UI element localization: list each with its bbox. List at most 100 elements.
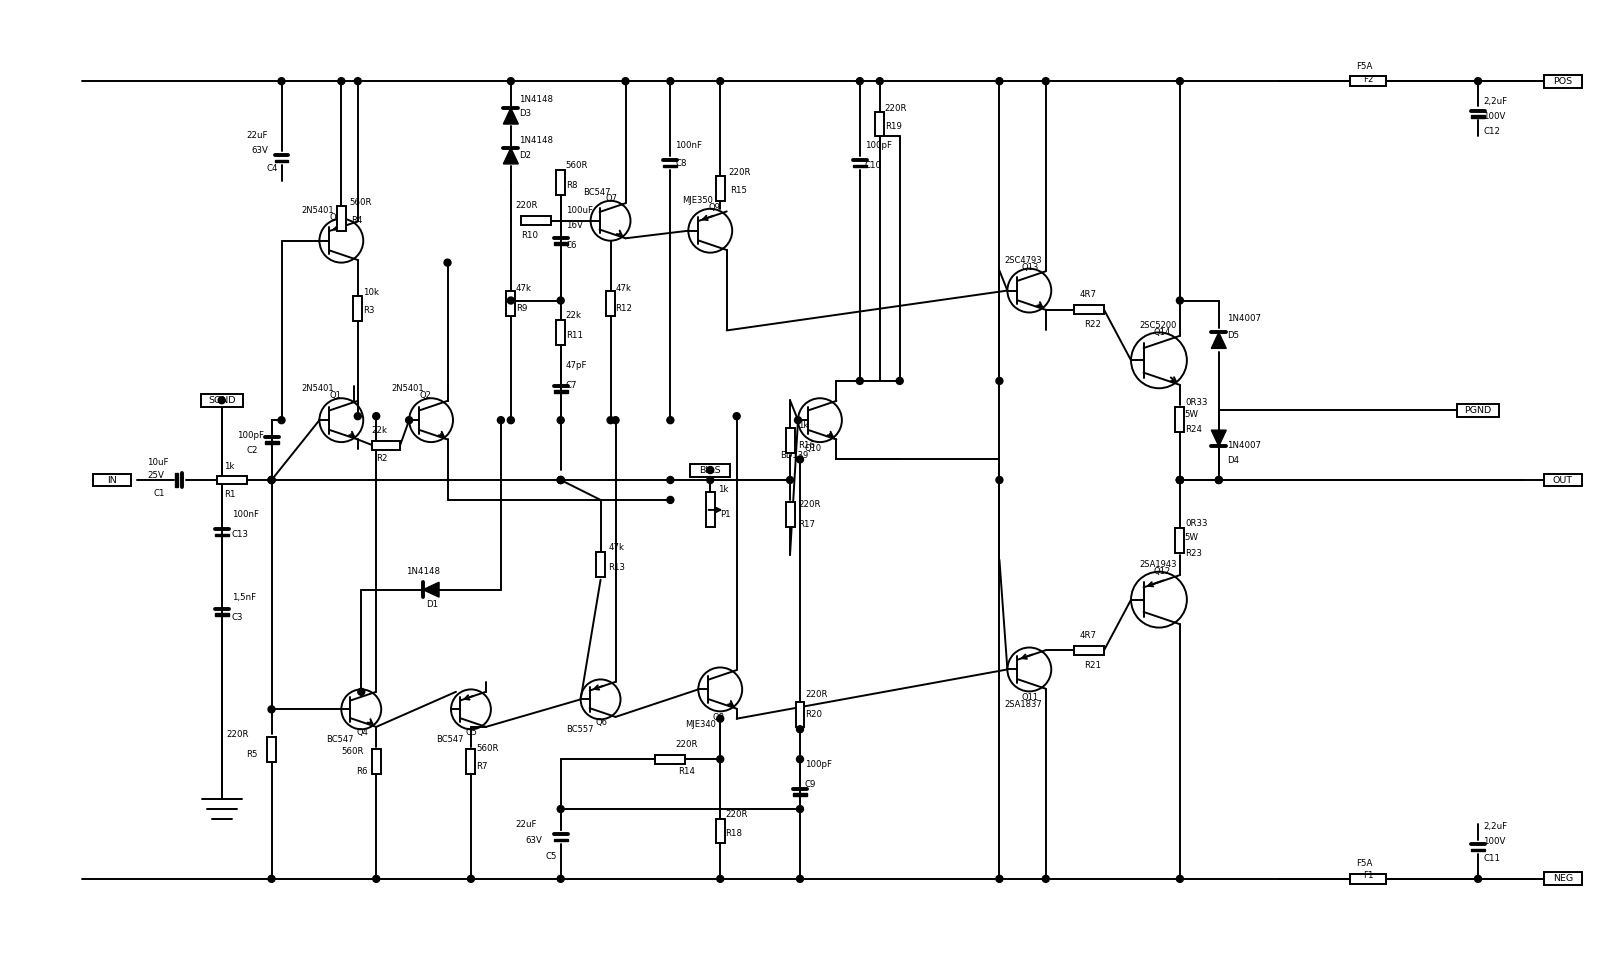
Text: 63V: 63V [526,836,542,846]
Text: Q7: Q7 [605,194,618,204]
Polygon shape [1211,332,1226,348]
Bar [597,552,605,577]
Text: F5A: F5A [1357,61,1373,71]
Text: 1N4148: 1N4148 [518,95,554,104]
Bar [795,702,805,727]
Bar [664,164,677,167]
Text: 16V: 16V [566,221,582,230]
Text: R13: R13 [608,564,626,572]
Circle shape [269,876,275,882]
Text: Q4: Q4 [357,728,368,736]
Text: 100nF: 100nF [232,511,259,519]
Text: SGND: SGND [208,396,235,405]
Circle shape [1176,876,1184,882]
Text: C3: C3 [232,613,243,622]
FancyBboxPatch shape [93,473,131,487]
Text: 1k: 1k [798,420,808,430]
Text: 2N5401: 2N5401 [301,206,334,215]
Circle shape [733,413,741,420]
Polygon shape [504,148,518,164]
Text: 560R: 560R [566,161,589,171]
Text: 1k: 1k [718,486,728,494]
Text: R19: R19 [885,122,902,131]
Bar [1470,849,1485,852]
Text: 63V: 63V [251,147,269,156]
Circle shape [797,805,803,812]
Bar [786,427,795,452]
Circle shape [1176,476,1184,484]
Circle shape [269,476,275,484]
Bar [706,492,715,527]
Text: R14: R14 [678,767,696,776]
Text: 220R: 220R [885,104,907,112]
Text: D3: D3 [518,108,531,117]
Text: Q3: Q3 [330,213,341,223]
Circle shape [557,476,565,484]
Text: 2SA1837: 2SA1837 [1005,700,1042,708]
Text: 5W: 5W [1186,533,1198,541]
Circle shape [269,706,275,713]
Text: Q5: Q5 [466,728,478,736]
Text: R15: R15 [730,186,747,195]
Text: PGND: PGND [1464,406,1491,415]
Circle shape [1042,876,1050,882]
Circle shape [856,78,864,84]
Text: Q11: Q11 [1021,693,1038,702]
Text: 1k: 1k [224,462,234,470]
Circle shape [1176,476,1184,484]
Text: Q9: Q9 [709,204,720,212]
Circle shape [856,377,864,384]
Text: D2: D2 [518,152,531,160]
Circle shape [358,688,365,695]
Bar [1350,76,1386,86]
Circle shape [667,417,674,423]
Text: C1: C1 [154,490,165,498]
Bar [606,291,614,316]
Text: C7: C7 [566,381,578,390]
Circle shape [1176,78,1184,84]
Text: 10k: 10k [363,288,379,297]
Text: D5: D5 [1227,331,1238,340]
Text: R11: R11 [566,331,582,340]
Circle shape [1475,876,1482,882]
Circle shape [797,726,803,732]
Circle shape [557,417,565,423]
Text: 100V: 100V [1483,837,1506,847]
Bar [1176,407,1184,432]
Text: 220R: 220R [515,202,538,210]
Text: 47pF: 47pF [566,361,587,370]
Text: Q13: Q13 [1021,263,1038,272]
Circle shape [667,496,674,503]
Text: C10: C10 [866,161,882,171]
Circle shape [797,456,803,463]
Circle shape [278,417,285,423]
Circle shape [373,876,379,882]
Text: 1N4148: 1N4148 [406,567,440,576]
Circle shape [218,396,226,404]
Bar [875,111,885,136]
Text: BC547: BC547 [326,734,354,744]
Text: NEG: NEG [1552,875,1573,883]
Text: BD139: BD139 [781,450,808,460]
Text: Q10: Q10 [805,444,822,452]
Bar [715,177,725,202]
Circle shape [1176,476,1184,484]
Text: D1: D1 [426,600,438,610]
Text: 220R: 220R [725,809,747,819]
Text: POS: POS [1554,77,1573,85]
Bar [1350,874,1386,884]
Bar [1470,115,1485,117]
Circle shape [338,78,346,84]
Circle shape [373,413,379,420]
Circle shape [795,417,802,423]
Text: 100pF: 100pF [237,431,264,440]
Text: R22: R22 [1085,321,1101,329]
Text: R5: R5 [246,750,258,758]
Circle shape [717,715,723,722]
Bar [214,613,229,616]
Text: 4R7: 4R7 [1078,290,1096,300]
Text: IN: IN [107,475,117,485]
Text: 22k: 22k [371,425,387,435]
Text: R23: R23 [1186,549,1202,558]
Text: F5A: F5A [1357,859,1373,869]
